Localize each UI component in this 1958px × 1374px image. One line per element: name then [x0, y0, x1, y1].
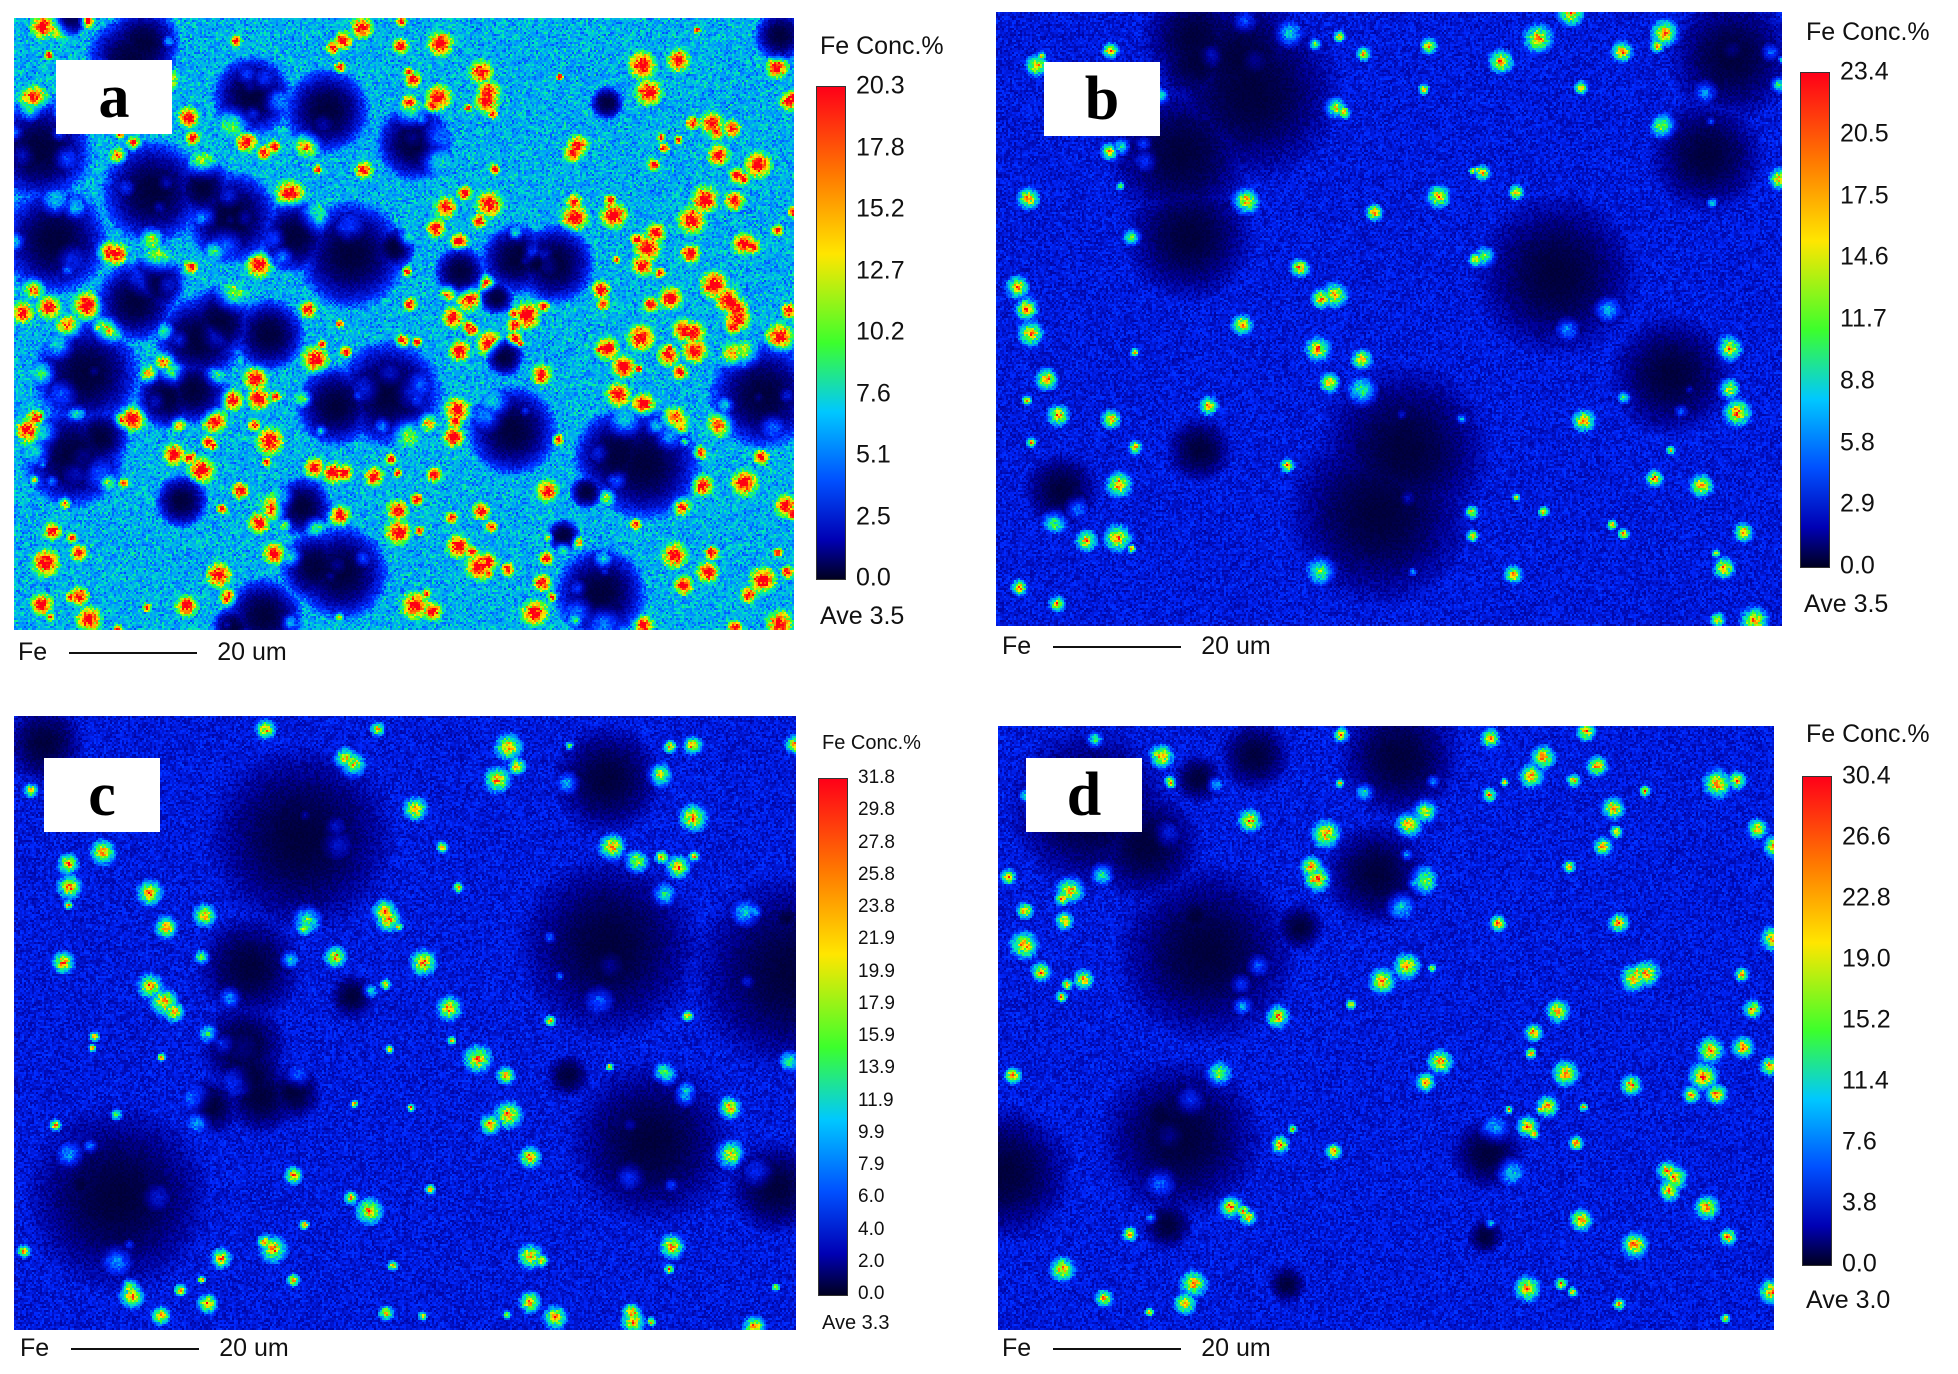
- colorbar-tick-d: 19.0: [1842, 944, 1891, 973]
- colorbar-tick-a: 7.6: [856, 379, 891, 407]
- scale-bar-a: Fe 20 um: [18, 638, 287, 667]
- scale-bar-b: Fe 20 um: [1002, 632, 1271, 661]
- scale-text-c: 20 um: [219, 1334, 289, 1362]
- colorbar-tick-c: 31.8: [858, 767, 895, 788]
- scale-line-d: [1053, 1347, 1182, 1350]
- colorbar-tick-d: 26.6: [1842, 822, 1891, 851]
- colorbar-tick-c: 9.9: [858, 1121, 885, 1143]
- colorbar-tick-a: 2.5: [856, 502, 891, 530]
- colorbar-tick-b: 17.5: [1840, 181, 1889, 209]
- colorbar-tick-c: 2.0: [858, 1250, 885, 1272]
- colorbar-tick-b: 11.7: [1840, 304, 1887, 333]
- colorbar-tick-c: 4.0: [858, 1218, 885, 1240]
- colorbar-ticks-d: 30.4 26.6 22.8 19.0 15.2 11.4 7.6 3.8 0.0: [1842, 762, 1922, 1278]
- colorbar-tick-c: 11.9: [858, 1089, 894, 1111]
- colorbar-tick-d: 11.4: [1842, 1066, 1889, 1095]
- colorbar-ticks-b: 23.4 20.5 17.5 14.6 11.7 8.8 5.8 2.9 0.0: [1840, 58, 1920, 580]
- colorbar-title-b: Fe Conc.%: [1806, 18, 1930, 46]
- scale-bar-c: Fe 20 um: [20, 1334, 289, 1363]
- scale-element-c: Fe: [20, 1334, 50, 1362]
- colorbar-tick-c: 15.9: [858, 1025, 895, 1046]
- average-a: Ave 3.5: [820, 602, 905, 630]
- colorbar-tick-b: 23.4: [1840, 57, 1889, 86]
- colorbar-tick-d: 3.8: [1842, 1188, 1877, 1217]
- panel-label-a: a: [56, 60, 172, 134]
- colorbar-ticks-c: 31.8 29.8 27.8 25.8 23.8 21.9 19.9 17.9 15.9 13.9…: [858, 767, 928, 1304]
- average-c: Ave 3.3: [822, 1312, 890, 1334]
- colorbar-tick-a: 0.0: [856, 563, 891, 592]
- scale-bar-d: Fe 20 um: [1002, 1334, 1271, 1363]
- panel-label-b: b: [1044, 62, 1160, 136]
- colorbar-tick-a: 17.8: [856, 133, 905, 161]
- colorbar-tick-a: 5.1: [856, 440, 891, 469]
- colorbar-tick-c: 17.9: [858, 992, 895, 1014]
- colorbar-tick-a: 10.2: [856, 317, 905, 346]
- colorbar-tick-c: 7.9: [858, 1154, 885, 1175]
- colorbar-tick-a: 12.7: [856, 256, 905, 284]
- panel-label-d: d: [1026, 758, 1142, 832]
- colorbar-tick-d: 22.8: [1842, 883, 1891, 912]
- colorbar-tick-c: 19.9: [858, 960, 895, 982]
- colorbar-d: [1802, 776, 1832, 1266]
- colorbar-tick-c: 21.9: [858, 928, 895, 950]
- colorbar-title-d: Fe Conc.%: [1806, 720, 1930, 748]
- colorbar-tick-c: 27.8: [858, 831, 895, 853]
- average-b: Ave 3.5: [1804, 590, 1889, 618]
- colorbar-a: [816, 86, 846, 580]
- scale-element-a: Fe: [18, 638, 48, 666]
- average-d: Ave 3.0: [1806, 1286, 1891, 1314]
- fe-map-b: [996, 12, 1782, 626]
- scale-line-b: [1053, 645, 1182, 648]
- scale-element-b: Fe: [1002, 632, 1032, 660]
- colorbar-tick-a: 15.2: [856, 194, 905, 223]
- colorbar-tick-d: 30.4: [1842, 761, 1891, 790]
- panel-label-c: c: [44, 758, 160, 832]
- colorbar-tick-c: 6.0: [858, 1186, 885, 1208]
- colorbar-c: [818, 778, 848, 1296]
- colorbar-tick-b: 2.9: [1840, 489, 1875, 518]
- colorbar-tick-c: 25.8: [858, 863, 895, 885]
- scale-line-c: [71, 1347, 200, 1350]
- colorbar-tick-c: 23.8: [858, 896, 895, 917]
- colorbar-tick-c: 29.8: [858, 799, 895, 821]
- colorbar-b: [1800, 72, 1830, 568]
- colorbar-tick-b: 8.8: [1840, 366, 1875, 395]
- scale-text-b: 20 um: [1201, 632, 1271, 660]
- colorbar-tick-c: 13.9: [858, 1057, 895, 1079]
- scale-element-d: Fe: [1002, 1334, 1032, 1362]
- scale-text-d: 20 um: [1201, 1334, 1271, 1362]
- colorbar-title-a: Fe Conc.%: [820, 32, 944, 60]
- colorbar-tick-d: 15.2: [1842, 1005, 1891, 1034]
- colorbar-tick-b: 14.6: [1840, 242, 1889, 271]
- colorbar-title-c: Fe Conc.%: [822, 732, 921, 754]
- colorbar-tick-b: 5.8: [1840, 428, 1875, 456]
- colorbar-tick-a: 20.3: [856, 71, 905, 100]
- colorbar-tick-d: 7.6: [1842, 1127, 1877, 1156]
- scale-text-a: 20 um: [217, 638, 287, 666]
- scale-line-a: [69, 651, 198, 654]
- colorbar-tick-d: 0.0: [1842, 1249, 1877, 1278]
- colorbar-tick-b: 20.5: [1840, 119, 1889, 148]
- colorbar-tick-b: 0.0: [1840, 551, 1875, 580]
- colorbar-tick-c: 0.0: [858, 1283, 885, 1304]
- colorbar-ticks-a: 20.3 17.8 15.2 12.7 10.2 7.6 5.1 2.5 0.0: [856, 72, 936, 592]
